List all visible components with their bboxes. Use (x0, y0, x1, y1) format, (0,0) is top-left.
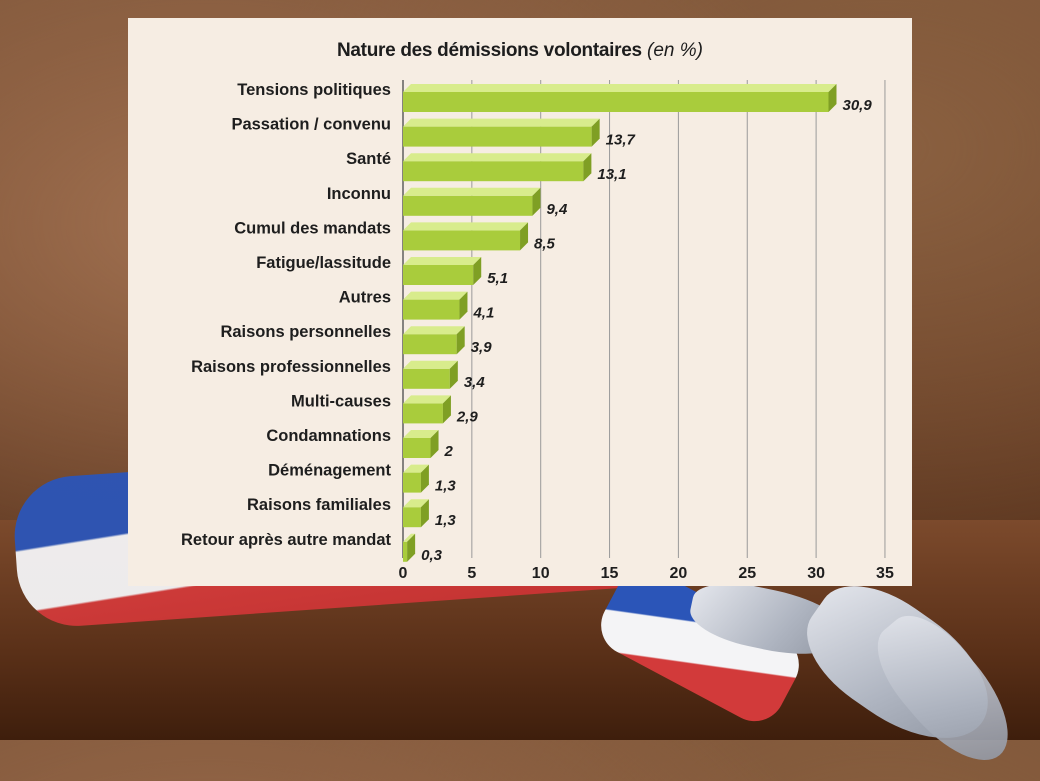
bar (403, 195, 533, 216)
value-label: 2,9 (456, 408, 479, 425)
chart-title: Nature des démissions volontaires (en %) (128, 40, 912, 62)
bar-top-face (403, 291, 468, 300)
bar (403, 438, 431, 458)
category-label: Raisons personnelles (220, 323, 391, 341)
bar-group (403, 533, 416, 562)
value-label: 3,4 (464, 374, 486, 391)
x-tick-label: 10 (532, 565, 550, 582)
x-tick-label: 0 (399, 565, 408, 582)
bar-side-face (828, 84, 837, 112)
bar-group (403, 360, 458, 389)
category-label: Raisons familiales (247, 496, 391, 514)
bar-top-face (403, 464, 429, 473)
category-label: Retour après autre mandat (181, 531, 391, 549)
bar-side-face (532, 187, 541, 216)
bar (403, 472, 421, 493)
category-label: Tensions politiques (237, 81, 391, 99)
value-label: 13,7 (606, 132, 636, 149)
value-label: 0,3 (421, 547, 443, 564)
bar-group (403, 118, 600, 147)
value-label: 30,9 (842, 97, 872, 114)
bar-side-face (583, 153, 592, 182)
bar-side-face (420, 464, 429, 493)
bar-side-face (456, 326, 465, 355)
bar-side-face (449, 360, 458, 389)
category-label: Passation / convenu (231, 116, 391, 134)
value-label: 3,9 (471, 339, 493, 356)
category-label: Déménagement (268, 462, 391, 480)
category-label: Fatigue/lassitude (256, 254, 391, 272)
value-label: 1,3 (435, 512, 457, 529)
bar-top-face (403, 118, 600, 127)
category-label: Inconnu (327, 185, 391, 203)
bar (403, 161, 584, 182)
bar-top-face (403, 430, 439, 438)
bar (403, 403, 443, 424)
bar-side-face (520, 222, 529, 251)
bar-side-face (407, 533, 416, 562)
bar (403, 299, 460, 320)
value-label: 4,1 (472, 305, 494, 322)
bar-side-face (473, 257, 482, 285)
x-tick-label: 30 (807, 565, 825, 582)
bar-group (403, 187, 541, 216)
bar-top-face (403, 499, 429, 508)
bar-group (403, 153, 592, 182)
bar-group (403, 499, 429, 528)
bar-group (403, 257, 482, 285)
bar-group (403, 430, 439, 458)
chart-panel: Nature des démissions volontaires (en %)… (128, 18, 912, 586)
bar-top-face (403, 153, 592, 162)
category-label: Autres (339, 289, 391, 307)
bar-top-face (403, 395, 451, 404)
bar (403, 126, 592, 147)
bar-chart: 0 5 10 15 20 25 30 35 Tensions politiques 30,9 Pas… (181, 80, 894, 582)
bar-group (403, 326, 465, 355)
bar-group (403, 291, 468, 320)
category-label: Condamnations (266, 427, 391, 445)
bar-side-face (420, 499, 429, 528)
x-tick-label: 20 (670, 565, 688, 582)
bar (403, 541, 408, 562)
bar-top-face (403, 222, 529, 231)
x-tick-label: 5 (467, 565, 476, 582)
x-tick-label: 25 (738, 565, 756, 582)
category-label: Santé (346, 150, 391, 168)
value-label: 13,1 (597, 166, 626, 183)
bar-top-face (403, 533, 416, 542)
value-label: 9,4 (546, 201, 568, 218)
category-label: Cumul des mandats (234, 219, 391, 237)
category-label: Multi-causes (291, 392, 391, 410)
bar-side-face (459, 291, 468, 320)
category-label: Raisons professionnelles (191, 358, 391, 376)
x-tick-label: 15 (601, 565, 619, 582)
bar-top-face (403, 257, 482, 265)
bar-group (403, 84, 837, 112)
chart-title-unit: (en %) (647, 40, 703, 61)
bar-group (403, 222, 529, 251)
chart-title-text: Nature des démissions volontaires (336, 40, 642, 61)
bar (403, 507, 421, 528)
bar-side-face (430, 430, 439, 458)
bar (403, 368, 450, 389)
bar-side-face (442, 395, 451, 424)
bar (403, 230, 521, 251)
bar (403, 265, 474, 285)
bar-top-face (403, 326, 465, 335)
x-tick-label: 35 (876, 565, 894, 582)
value-label: 5,1 (487, 270, 508, 287)
bar-top-face (403, 187, 541, 196)
value-label: 2 (444, 443, 454, 460)
bar-group (403, 464, 429, 493)
bar-group (403, 395, 451, 424)
value-label: 8,5 (534, 235, 556, 252)
bar-top-face (403, 84, 837, 92)
bar-top-face (403, 360, 458, 369)
bar (403, 334, 457, 355)
bar (403, 92, 829, 112)
value-label: 1,3 (435, 478, 457, 495)
bar-side-face (591, 118, 600, 147)
